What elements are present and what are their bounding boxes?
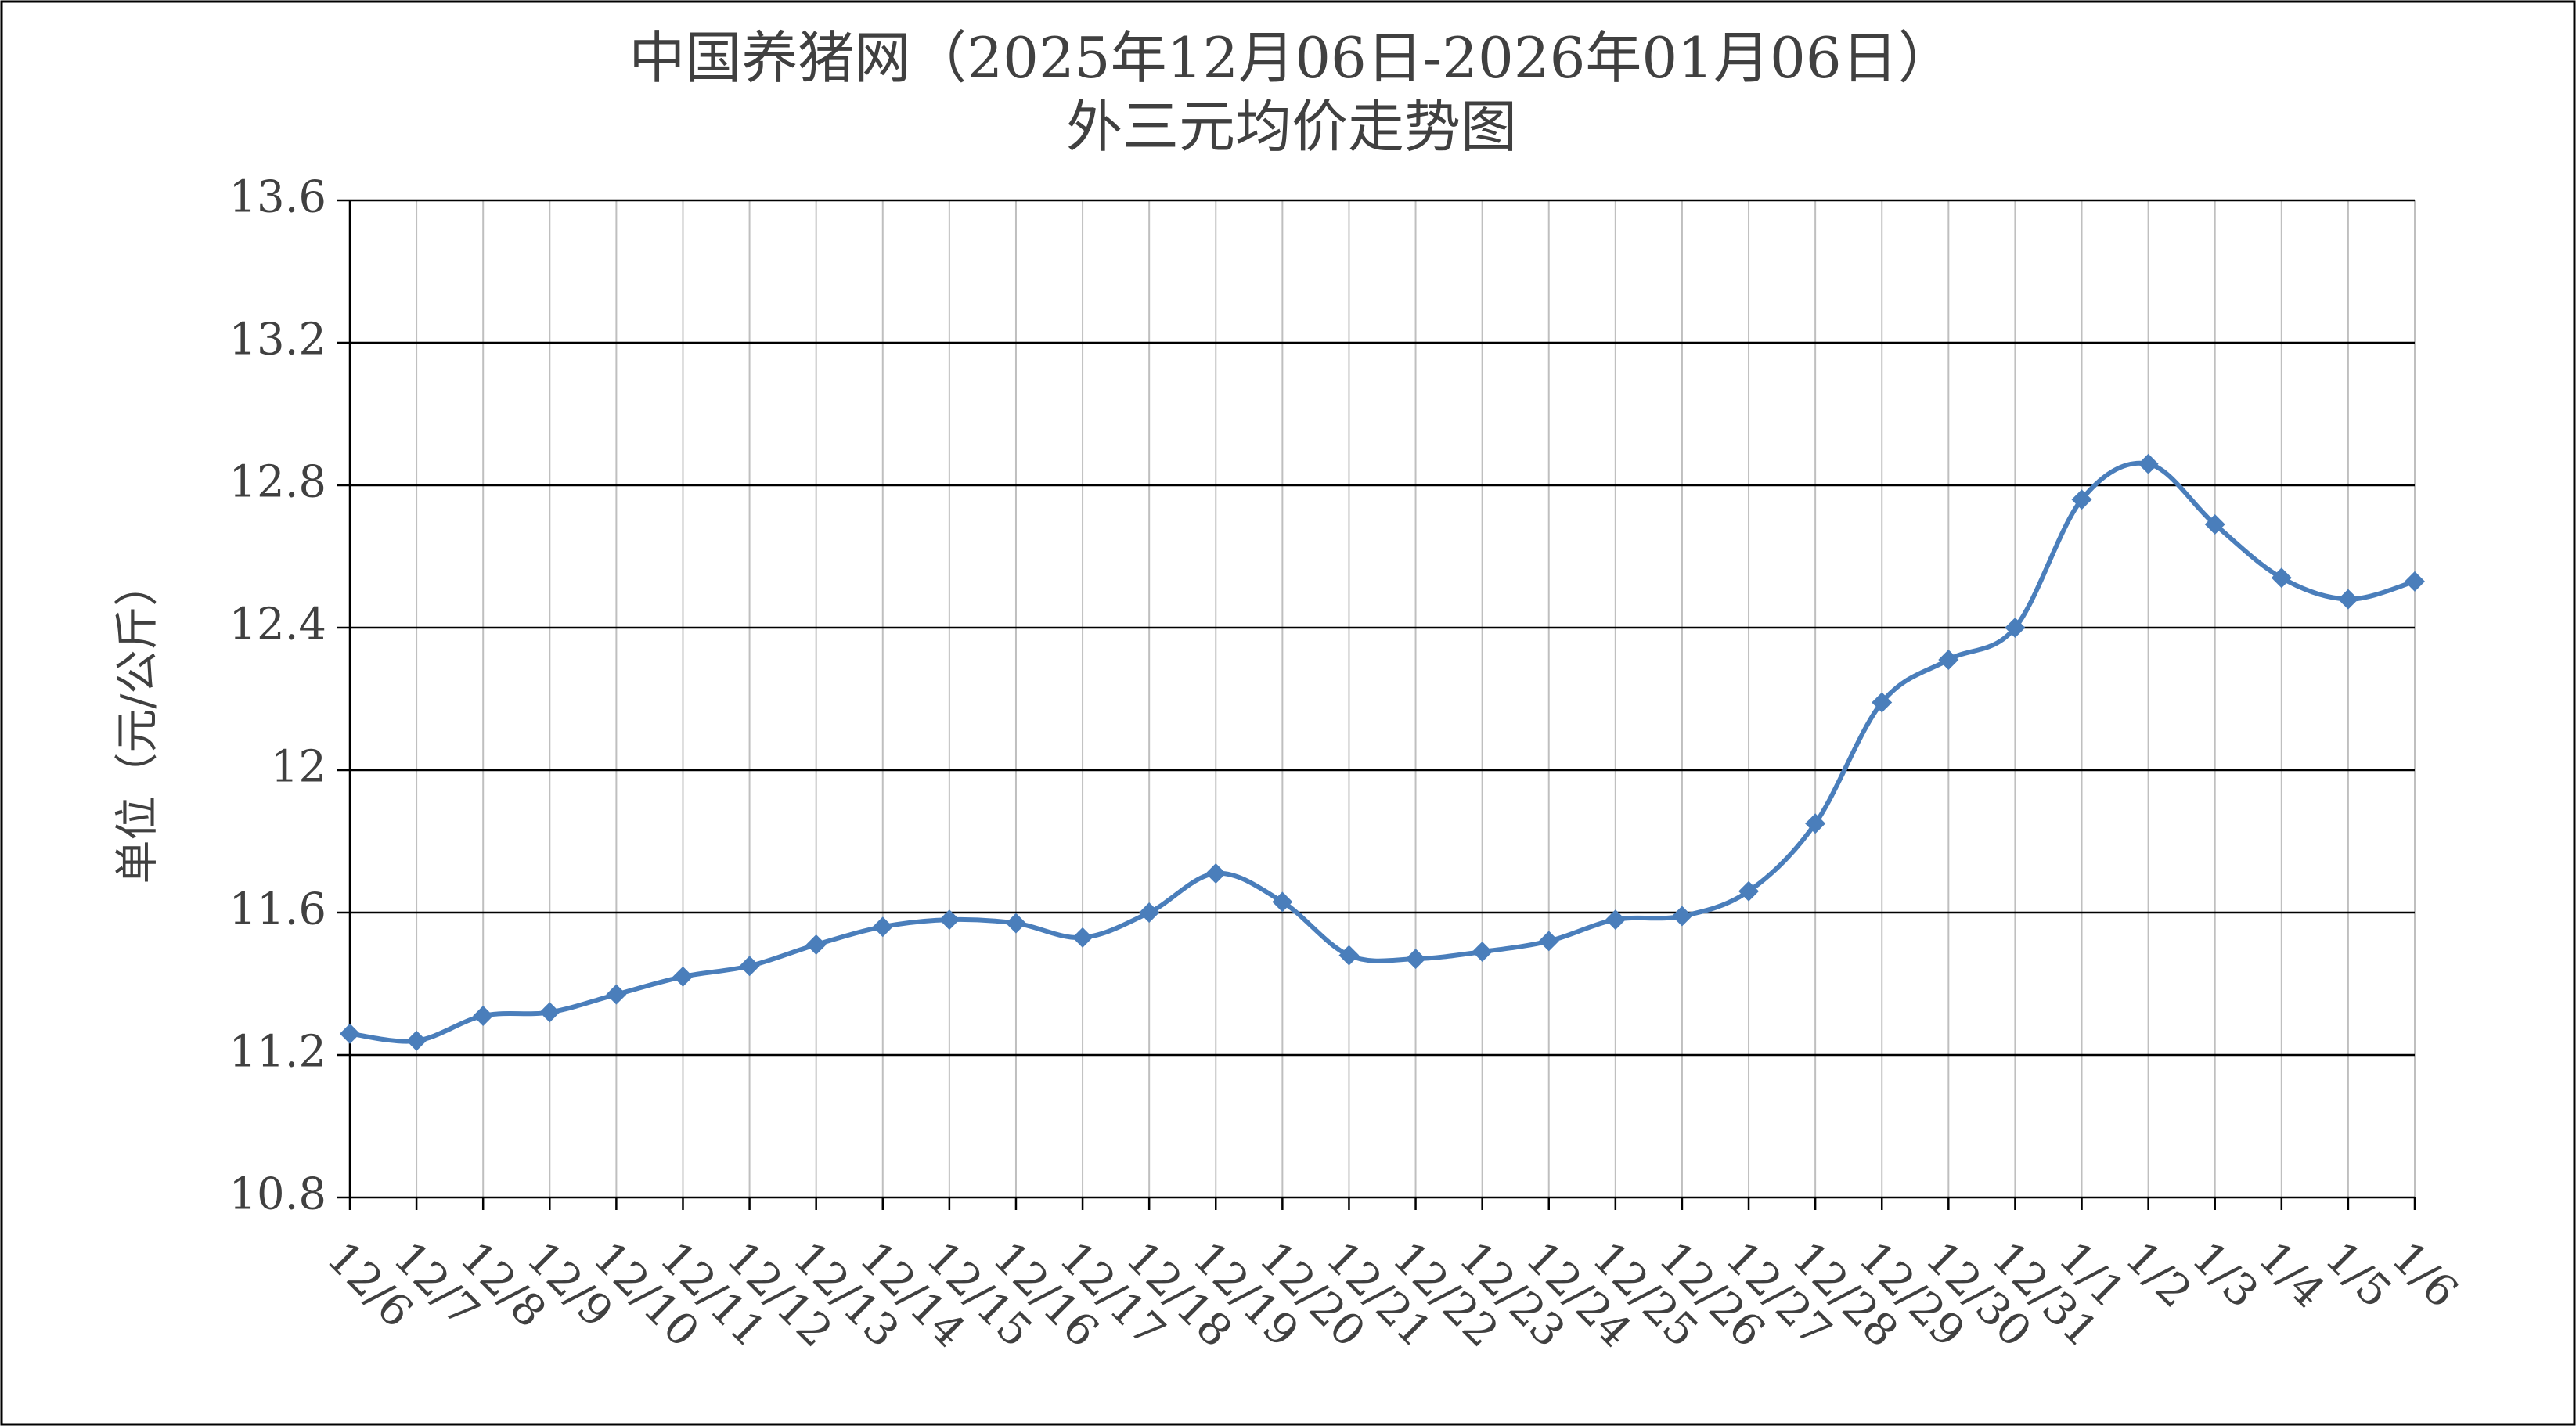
marker	[2204, 514, 2225, 535]
marker	[1938, 649, 1959, 670]
marker	[606, 984, 627, 1005]
marker	[2071, 489, 2092, 510]
y-tick-label: 11.6	[229, 884, 326, 935]
marker	[1139, 902, 1160, 923]
marker	[672, 966, 694, 987]
marker	[1872, 692, 1893, 713]
marker	[1472, 942, 1493, 963]
marker	[1671, 906, 1692, 927]
marker	[1538, 931, 1559, 952]
marker	[2005, 618, 2026, 638]
marker	[2405, 571, 2425, 592]
marker	[340, 1023, 360, 1044]
marker	[2271, 567, 2292, 589]
y-tick-label: 10.8	[229, 1169, 326, 1220]
marker	[406, 1030, 427, 1051]
chart-title: 中国养猪网（2025年12月06日-2026年01月06日）	[629, 25, 1954, 91]
marker	[1005, 913, 1026, 934]
marker	[1272, 891, 1293, 913]
marker	[2337, 589, 2358, 610]
marker	[1605, 909, 1626, 931]
marker	[1738, 880, 1760, 902]
y-tick-label: 11.2	[229, 1027, 326, 1078]
marker	[1072, 927, 1093, 948]
marker	[1338, 945, 1360, 966]
y-tick-label: 13.2	[229, 315, 326, 366]
marker	[872, 916, 893, 938]
y-tick-label: 12.4	[229, 600, 326, 650]
marker	[1805, 813, 1826, 834]
marker	[939, 909, 960, 931]
y-tick-label: 12.8	[229, 457, 326, 508]
marker	[539, 1002, 560, 1023]
marker	[473, 1005, 494, 1026]
marker	[805, 934, 827, 955]
y-tick-label: 12	[271, 742, 326, 793]
chart-title: 外三元均价走势图	[1066, 94, 1517, 160]
marker	[739, 956, 760, 977]
marker	[2138, 453, 2159, 474]
y-axis-title: 单位（元/公斤）	[113, 563, 164, 884]
marker	[1205, 862, 1227, 884]
y-tick-label: 13.6	[229, 172, 326, 223]
marker	[1405, 949, 1426, 970]
